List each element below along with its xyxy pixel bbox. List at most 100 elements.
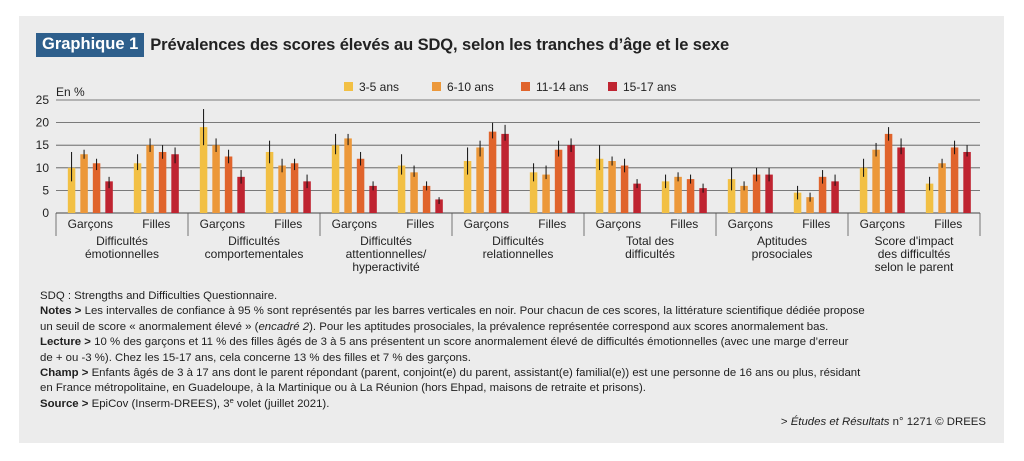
figure-badge: Graphique 1 [36,33,145,57]
y-tick-label: 25 [36,93,50,107]
bar [529,172,538,213]
source-line: Source > EpiCov (Inserm-DREES), 3e volet… [40,395,330,410]
figure-title-text: Prévalences des scores élevés au SDQ, se… [150,35,730,54]
bar [265,151,274,213]
bar [67,167,76,213]
bar [212,145,220,213]
bar [397,165,406,213]
y-tick-label: 15 [36,138,50,152]
bar [793,192,802,213]
subgroup-label: Garçons [464,217,509,231]
y-tick-label: 20 [36,116,50,130]
subgroup-label: Filles [670,217,698,231]
bar [146,145,154,213]
bar [818,176,827,213]
category-label: Score d'impact [875,234,955,248]
champ-line-2: en France métropolitaine, en Guadeloupe,… [40,382,646,395]
bar [476,147,484,213]
y-tick-label: 0 [42,206,49,220]
bar [290,163,299,213]
bar [171,154,179,213]
category-label: Total des [626,234,674,248]
y-tick-label: 10 [36,161,50,175]
notes-label: Notes > [40,305,82,318]
bar [199,127,208,213]
subgroup-label: Garçons [596,217,641,231]
lecture-line-2: de + ou -3 %). Chez les 15-17 ans, cela … [40,351,471,364]
bar [435,199,443,213]
bar [897,147,905,213]
category-label: difficultés [625,247,675,261]
bar [501,133,509,213]
bar [92,163,101,213]
subgroup-label: Filles [142,217,170,231]
category-label: Difficultés [228,234,280,248]
bar [410,172,418,213]
y-axis-title: En % [56,85,85,99]
bar [938,163,946,213]
lecture-line-1: Lecture > 10 % des garçons et 11 % des f… [40,336,849,349]
bar [237,176,245,213]
category-label: hyperactivité [352,260,420,274]
bar [224,156,233,213]
bar [950,147,959,213]
bar [806,197,814,213]
bar [963,151,971,213]
bar [422,185,431,213]
bar [727,179,736,213]
figure-panel: Graphique 1 Prévalences des scores élevé… [19,16,1004,443]
bar [488,131,497,213]
bar [633,183,641,213]
champ-label: Champ > [40,367,89,380]
legend-swatch [432,82,441,91]
bar [567,145,575,213]
bar [158,151,167,213]
bar [686,179,695,213]
subgroup-label: Filles [406,217,434,231]
bar [831,181,839,213]
category-label: prosociales [752,247,813,261]
bar [303,181,311,213]
bar [105,181,113,213]
bar [884,133,893,213]
bar [740,185,748,213]
category-label: selon le parent [875,260,954,274]
category-label: relationnelles [483,247,554,261]
bar [620,165,629,213]
bar [765,174,773,213]
category-label: des difficultés [878,247,951,261]
source-label: Source > [40,397,89,410]
notes-line-2: un seuil de score « anormalement élevé »… [40,320,829,333]
bar [369,185,377,213]
bar-chart: 0 5 10 15 20 25 En % 3-5 ans 6-10 ans 11-14 ans 15… [36,80,981,274]
legend-label: 3-5 ans [359,80,399,94]
category-label: Difficultés [492,234,544,248]
category-label: attentionnelles/ [346,247,427,261]
bar [608,161,616,213]
notes-line-1: Notes > Les intervalles de confiance à 9… [40,305,865,318]
subgroup-label: Filles [802,217,830,231]
lecture-label: Lecture > [40,336,91,349]
bar [331,145,340,213]
subgroup-label: Garçons [860,217,905,231]
subgroup-label: Filles [934,217,962,231]
bar [344,138,352,213]
legend-swatch [521,82,530,91]
subgroup-label: Garçons [68,217,113,231]
bar [752,174,761,213]
bar [133,163,142,213]
bar [356,158,365,213]
legend-label: 11-14 ans [536,80,588,94]
bar [661,181,670,213]
legend-label: 6-10 ans [447,80,494,94]
bar [925,183,934,213]
bar [699,188,707,213]
category-label: Difficultés [96,234,148,248]
bar [595,158,604,213]
publication-credit: > Études et Résultats n° 1271 © DREES [780,416,986,428]
category-label: Difficultés [360,234,412,248]
bar [542,174,550,213]
subgroup-label: Garçons [728,217,773,231]
subgroup-label: Filles [538,217,566,231]
category-label: Aptitudes [757,234,807,248]
